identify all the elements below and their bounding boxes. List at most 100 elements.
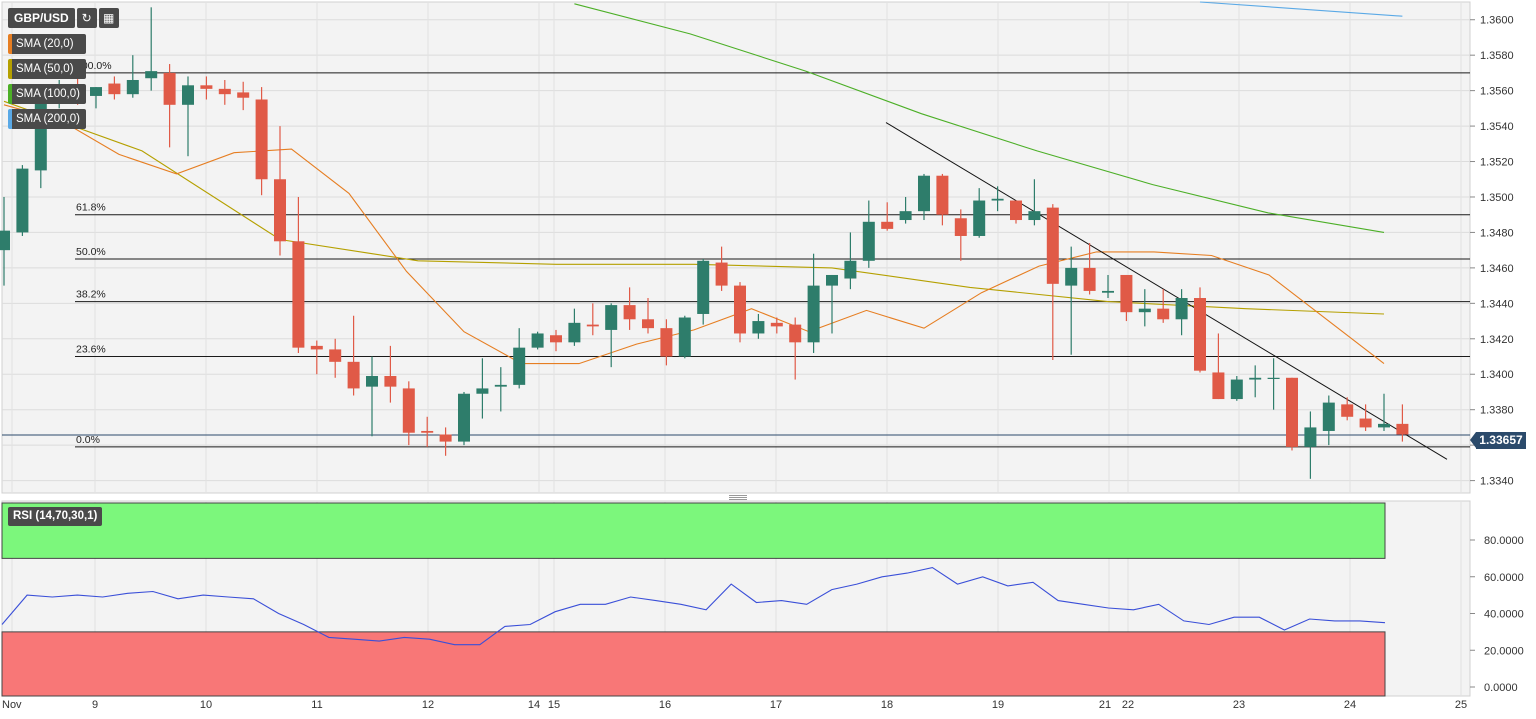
candle bbox=[1175, 289, 1188, 336]
time-axis-label: 12 bbox=[422, 699, 434, 711]
price-tick-label: 1.3400 bbox=[1480, 369, 1514, 381]
candle-body bbox=[1249, 377, 1262, 380]
candle-body bbox=[991, 198, 1004, 201]
price-tick-label: 1.3600 bbox=[1480, 15, 1514, 27]
price-tick-label: 1.3380 bbox=[1480, 405, 1514, 417]
candle bbox=[623, 287, 636, 330]
time-axis-label: 15 bbox=[548, 699, 560, 711]
candle-body bbox=[678, 317, 691, 357]
time-axis-label: 17 bbox=[770, 699, 782, 711]
candle bbox=[329, 338, 342, 378]
time-axis-label: 24 bbox=[1344, 699, 1356, 711]
candle bbox=[1046, 204, 1059, 361]
candle-body bbox=[366, 376, 378, 387]
candle-body bbox=[1083, 267, 1096, 291]
current-price-tag: 1.33657 bbox=[1470, 432, 1526, 449]
candle-body bbox=[1396, 423, 1409, 435]
candle-body bbox=[458, 393, 470, 442]
candle bbox=[90, 87, 102, 109]
refresh-icon[interactable]: ↻ bbox=[76, 8, 97, 28]
candle-body bbox=[642, 319, 654, 329]
candle-body bbox=[237, 92, 250, 98]
candle-body bbox=[1286, 377, 1298, 447]
candle bbox=[752, 313, 765, 339]
candle bbox=[734, 282, 746, 343]
indicator-legend: SMA (20,0) SMA (50,0) SMA (100,0) SMA (2… bbox=[8, 34, 86, 129]
candle bbox=[1341, 397, 1354, 421]
candle-body bbox=[918, 175, 930, 212]
candle bbox=[1249, 365, 1262, 398]
candle-body bbox=[1046, 207, 1059, 284]
candle-body bbox=[568, 322, 581, 343]
candle bbox=[954, 209, 967, 261]
candle bbox=[1028, 179, 1041, 226]
indicator-sma20[interactable]: SMA (20,0) bbox=[8, 34, 86, 54]
candle-body bbox=[697, 260, 710, 314]
candle-body bbox=[200, 85, 213, 89]
candle bbox=[163, 64, 176, 148]
price-tick-label: 1.3580 bbox=[1480, 50, 1514, 62]
candle bbox=[1138, 289, 1151, 327]
time-axis-label: 9 bbox=[92, 699, 98, 711]
candle-body bbox=[586, 324, 599, 327]
sma50-line bbox=[3, 100, 1385, 315]
rsi-indicator-label[interactable]: RSI (14,70,30,1) bbox=[8, 507, 103, 526]
candle bbox=[1286, 377, 1298, 451]
price-tick-label: 1.3560 bbox=[1480, 86, 1514, 98]
candle-body bbox=[752, 321, 765, 334]
candle-body bbox=[108, 83, 121, 95]
candle-body bbox=[1157, 308, 1170, 320]
candle bbox=[862, 200, 875, 268]
trendline bbox=[885, 122, 1448, 460]
candle-body bbox=[494, 384, 507, 387]
fib-level-label: 50.0% bbox=[76, 246, 106, 258]
time-axis-label: 14 bbox=[528, 699, 540, 711]
calendar-icon[interactable]: ▦ bbox=[98, 8, 119, 28]
candle bbox=[697, 259, 710, 325]
indicator-sma100[interactable]: SMA (100,0) bbox=[8, 84, 86, 104]
candle bbox=[531, 331, 544, 350]
time-axis-label: Nov bbox=[2, 699, 22, 711]
candle bbox=[1010, 200, 1022, 224]
candle-body bbox=[862, 221, 875, 261]
fib-level-label: 38.2% bbox=[76, 289, 106, 301]
price-pane bbox=[1, 1, 1471, 494]
candle bbox=[476, 358, 489, 419]
candle bbox=[1304, 411, 1317, 479]
time-axis-label: 10 bbox=[200, 699, 212, 711]
price-tick-label: 1.3340 bbox=[1480, 476, 1514, 488]
candle bbox=[16, 165, 29, 236]
candle-body bbox=[807, 285, 820, 343]
candle-body bbox=[1359, 418, 1372, 428]
candle-body bbox=[1194, 298, 1206, 371]
candle bbox=[200, 76, 213, 100]
candle bbox=[218, 79, 231, 105]
price-tick-label: 1.3480 bbox=[1480, 227, 1514, 239]
candle-body bbox=[605, 305, 618, 330]
indicator-sma200[interactable]: SMA (200,0) bbox=[8, 109, 86, 129]
pane-resize-handle[interactable] bbox=[729, 495, 747, 500]
candle bbox=[1083, 243, 1096, 295]
time-axis-label: 25 bbox=[1455, 699, 1467, 711]
candle bbox=[347, 315, 360, 396]
candle-body bbox=[1322, 402, 1335, 431]
price-tick-label: 1.3500 bbox=[1480, 192, 1514, 204]
candle bbox=[366, 356, 378, 437]
candle bbox=[310, 340, 323, 375]
candle bbox=[402, 381, 415, 446]
candle-body bbox=[384, 376, 397, 387]
candle-body bbox=[329, 349, 342, 362]
candle-body bbox=[1304, 427, 1317, 447]
candle bbox=[1102, 274, 1114, 299]
price-tick-label: 1.3420 bbox=[1480, 334, 1514, 346]
price-tick-label: 1.3520 bbox=[1480, 157, 1514, 169]
indicator-sma50[interactable]: SMA (50,0) bbox=[8, 59, 86, 79]
candle-body bbox=[182, 85, 194, 105]
candle bbox=[513, 328, 526, 389]
candle bbox=[1194, 287, 1206, 373]
candle-body bbox=[292, 241, 305, 348]
candle bbox=[586, 303, 599, 336]
symbol-button[interactable]: GBP/USD bbox=[8, 8, 75, 28]
